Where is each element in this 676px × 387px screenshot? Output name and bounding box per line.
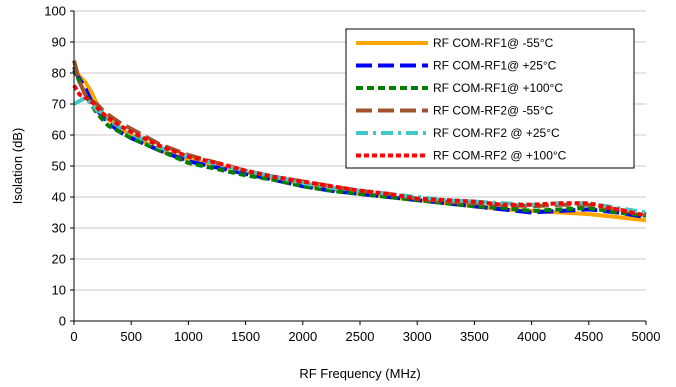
x-tick-label: 1500 — [231, 329, 260, 344]
y-tick-label: 90 — [52, 35, 66, 50]
y-tick-label: 80 — [52, 66, 66, 81]
series-line-6 — [72, 84, 647, 218]
series-line-3 — [72, 66, 647, 218]
y-tick-label: 0 — [59, 314, 66, 329]
y-tick-label: 40 — [52, 190, 66, 205]
x-tick-label: 2000 — [288, 329, 317, 344]
y-tick-label: 70 — [52, 97, 66, 112]
legend-label-1: RF COM-RF1@ -55°C — [433, 36, 554, 50]
x-tick-label: 4000 — [517, 329, 546, 344]
legend-label-2: RF COM-RF1@ +25°C — [433, 59, 557, 73]
x-tick-label: 500 — [120, 329, 142, 344]
y-tick-label: 50 — [52, 159, 66, 174]
legend-box — [345, 28, 635, 169]
legend: RF COM-RF1@ -55°C RF COM-RF1@ +25°C RF COM… — [345, 28, 635, 169]
legend-label-4: RF COM-RF2@ -55°C — [433, 104, 554, 118]
y-axis-title: Isolation (dB) — [10, 128, 25, 205]
y-tick-label: 60 — [52, 128, 66, 143]
x-tick-label: 1000 — [174, 329, 203, 344]
x-tick-label: 3500 — [460, 329, 489, 344]
x-tick-labels: 0 500 1000 1500 2000 2500 3000 3500 4000 4500 5000 — [70, 321, 660, 344]
legend-label-5: RF COM-RF2 @ +25°C — [433, 126, 560, 140]
x-tick-label: 5000 — [632, 329, 661, 344]
series-layer — [72, 60, 647, 223]
y-tick-label: 20 — [52, 252, 66, 267]
legend-label-6: RF COM-RF2 @ +100°C — [433, 149, 567, 163]
x-tick-label: 0 — [70, 329, 77, 344]
x-axis-title: RF Frequency (MHz) — [299, 366, 420, 381]
x-tick-label: 3000 — [403, 329, 432, 344]
y-tick-label: 30 — [52, 221, 66, 236]
x-tick-label: 2500 — [346, 329, 375, 344]
y-tick-label: 100 — [44, 4, 66, 19]
y-tick-labels: 0 10 20 30 40 50 60 70 80 90 100 — [44, 4, 74, 329]
y-tick-label: 10 — [52, 283, 66, 298]
x-tick-label: 4500 — [574, 329, 603, 344]
legend-label-3: RF COM-RF1@ +100°C — [433, 81, 563, 95]
